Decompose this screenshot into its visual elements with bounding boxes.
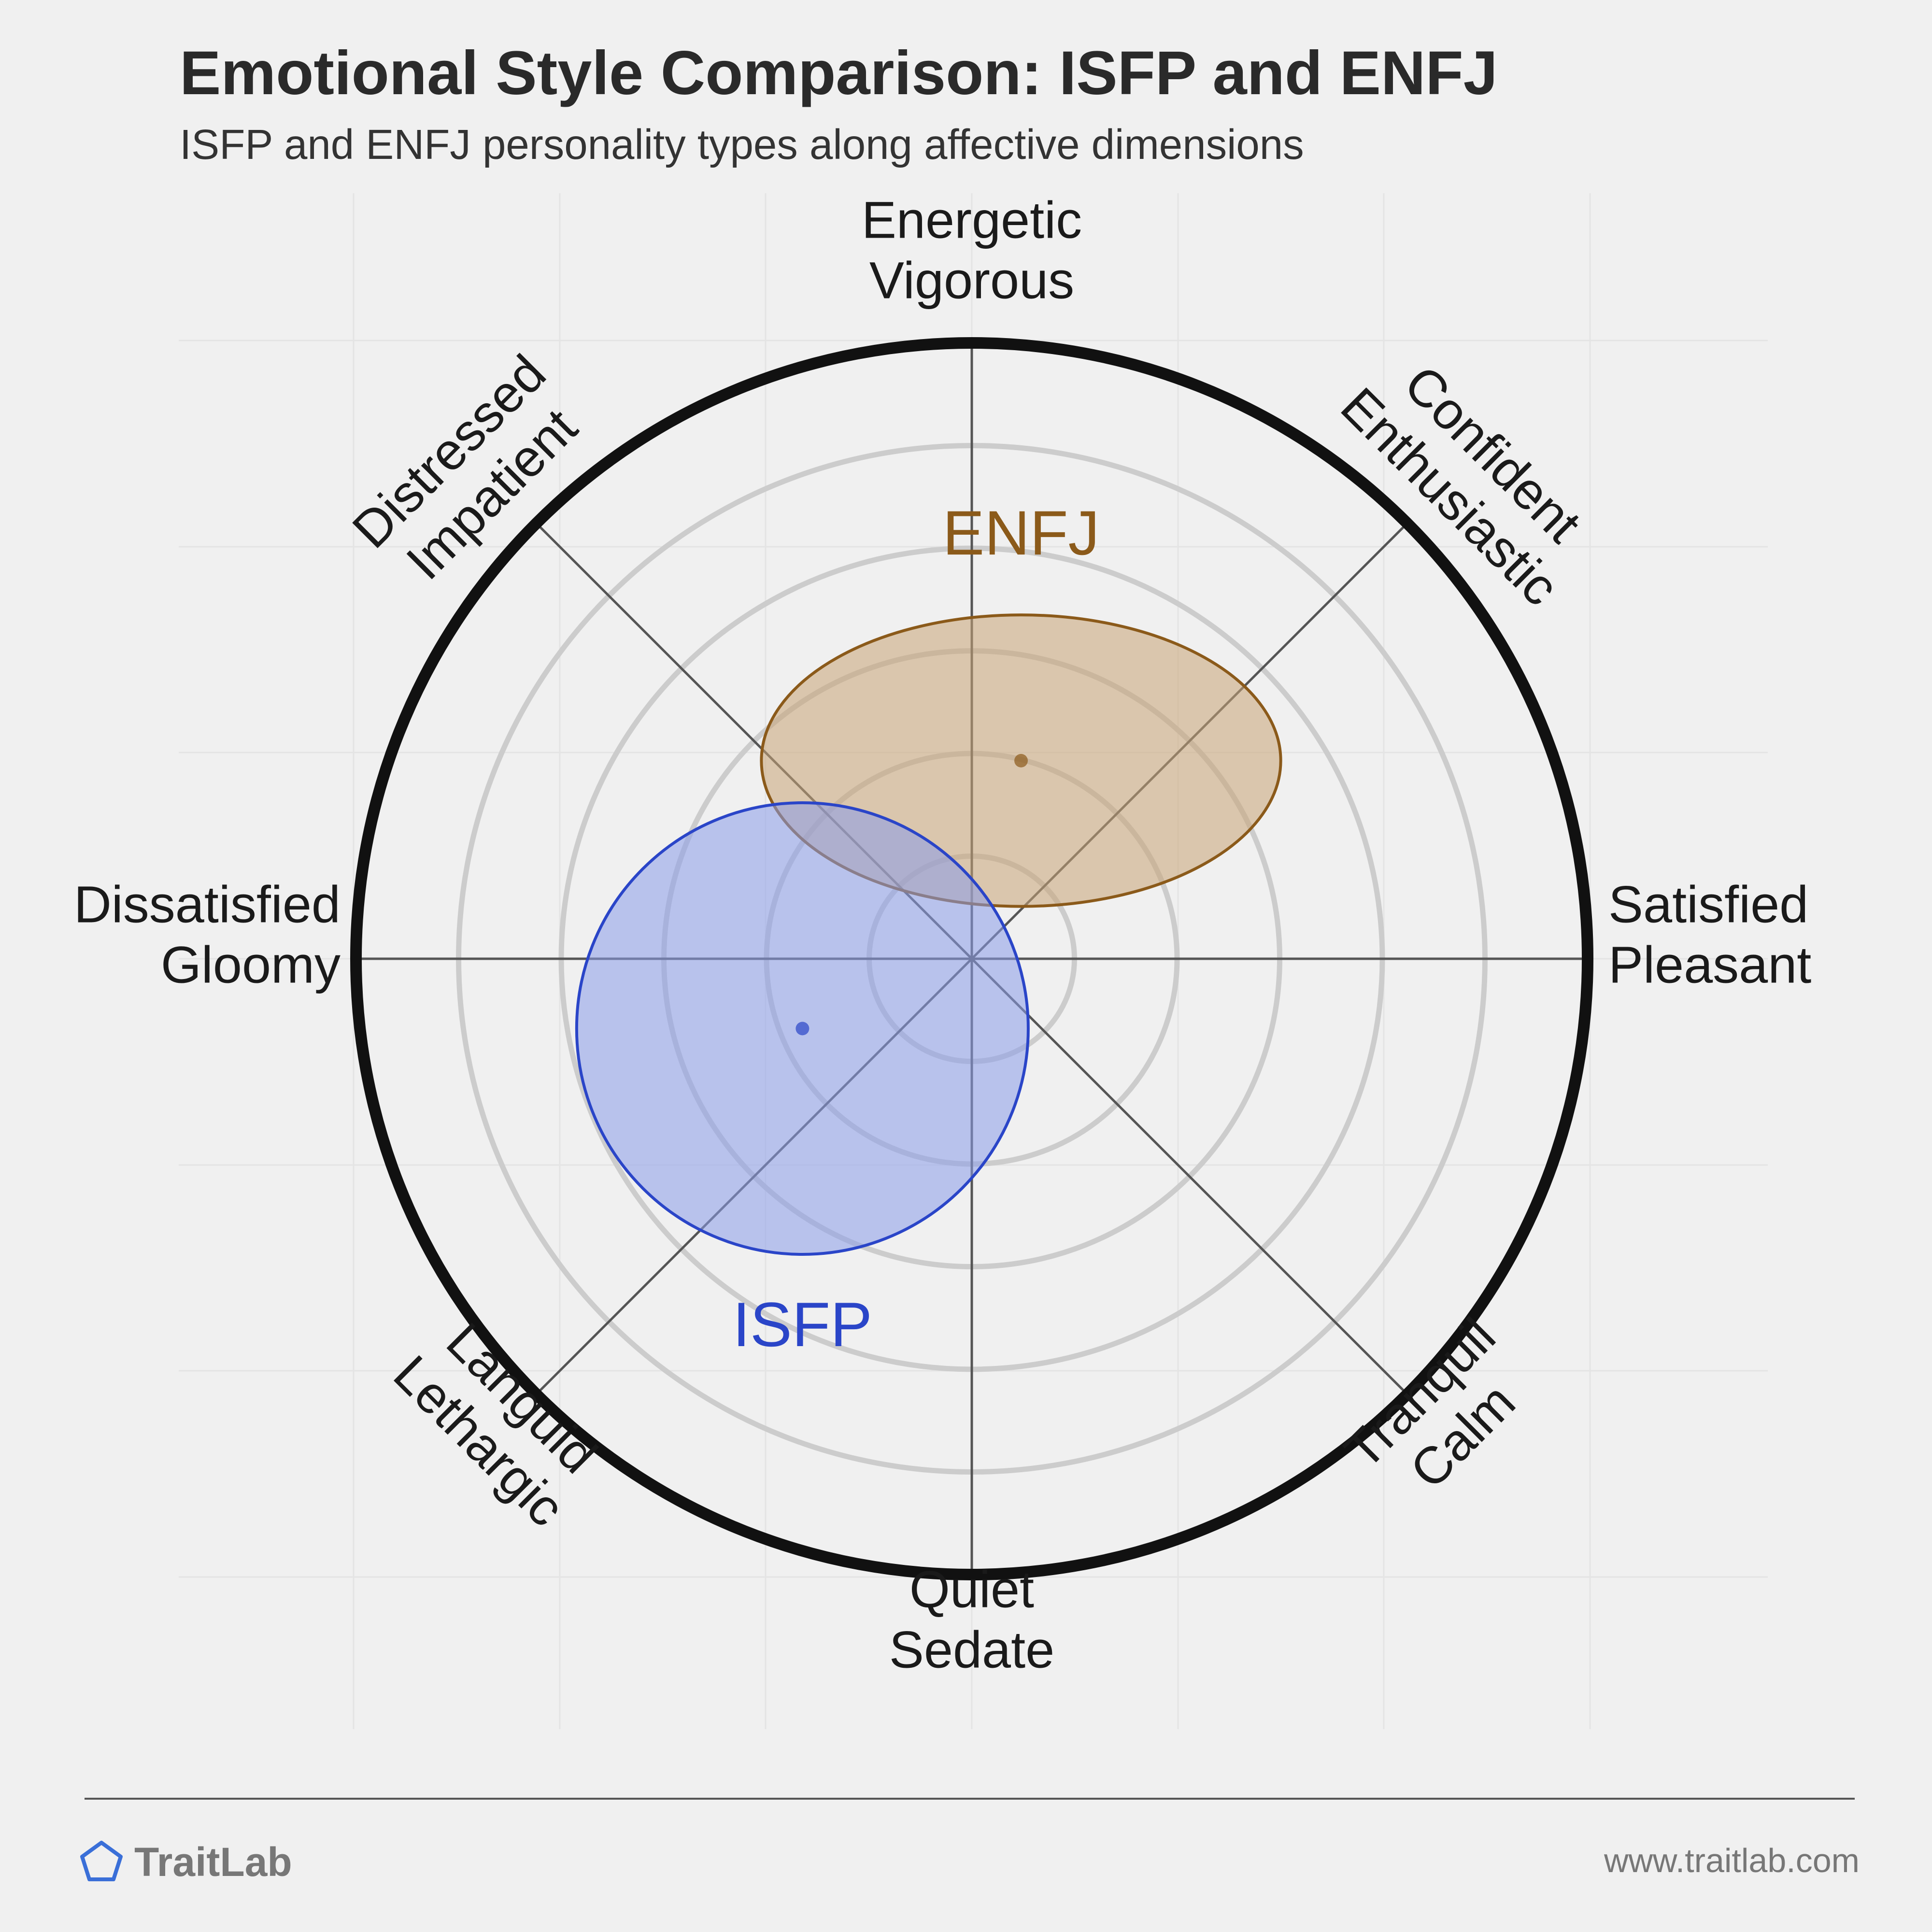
axis-label-top-left: DistressedImpatient	[341, 343, 599, 602]
axis-label-line: Quiet	[909, 1560, 1034, 1619]
axis-label-line: Energetic	[862, 191, 1082, 249]
outer-boundary	[350, 337, 1593, 1580]
axis-label-line: Satisfied	[1608, 875, 1808, 934]
axis-label-line: Gloomy	[161, 936, 341, 994]
axis-label-left: Dissatisfied Gloomy	[74, 875, 341, 994]
brand[interactable]: TraitLab	[77, 1835, 292, 1889]
axis-label-line: Sedate	[889, 1620, 1054, 1679]
axis-label-bottom: Quiet Sedate	[889, 1560, 1054, 1679]
chart-subtitle: ISFP and ENFJ personality types along af…	[180, 121, 1304, 168]
pentagon-logo-icon	[80, 1841, 123, 1881]
brand-name: TraitLab	[134, 1839, 292, 1885]
axis-label-line: Dissatisfied	[74, 875, 341, 934]
series-point	[796, 1022, 810, 1036]
site-url[interactable]: www.traitlab.com	[1604, 1842, 1860, 1879]
axis-label-bottom-left: LanguidLethargic	[383, 1301, 618, 1537]
axis-label-line: Pleasant	[1608, 936, 1811, 994]
axis-label-right: Satisfied Pleasant	[1608, 875, 1811, 994]
axis-label-top: Energetic Vigorous	[862, 191, 1082, 310]
series-point	[1014, 753, 1028, 767]
axis-label-bottom-right: TranquilCalm	[1333, 1307, 1549, 1522]
axis-label-line: Vigorous	[869, 251, 1074, 310]
series-isfp: ISFP	[575, 801, 1030, 1360]
series-label: ENFJ	[943, 497, 1100, 568]
footer-divider	[85, 1798, 1855, 1800]
chart-title: Emotional Style Comparison: ISFP and ENF…	[180, 39, 1498, 108]
axis-label-top-right: ConfidentEnthusiastic	[1330, 334, 1613, 617]
series-label: ISFP	[733, 1289, 872, 1360]
